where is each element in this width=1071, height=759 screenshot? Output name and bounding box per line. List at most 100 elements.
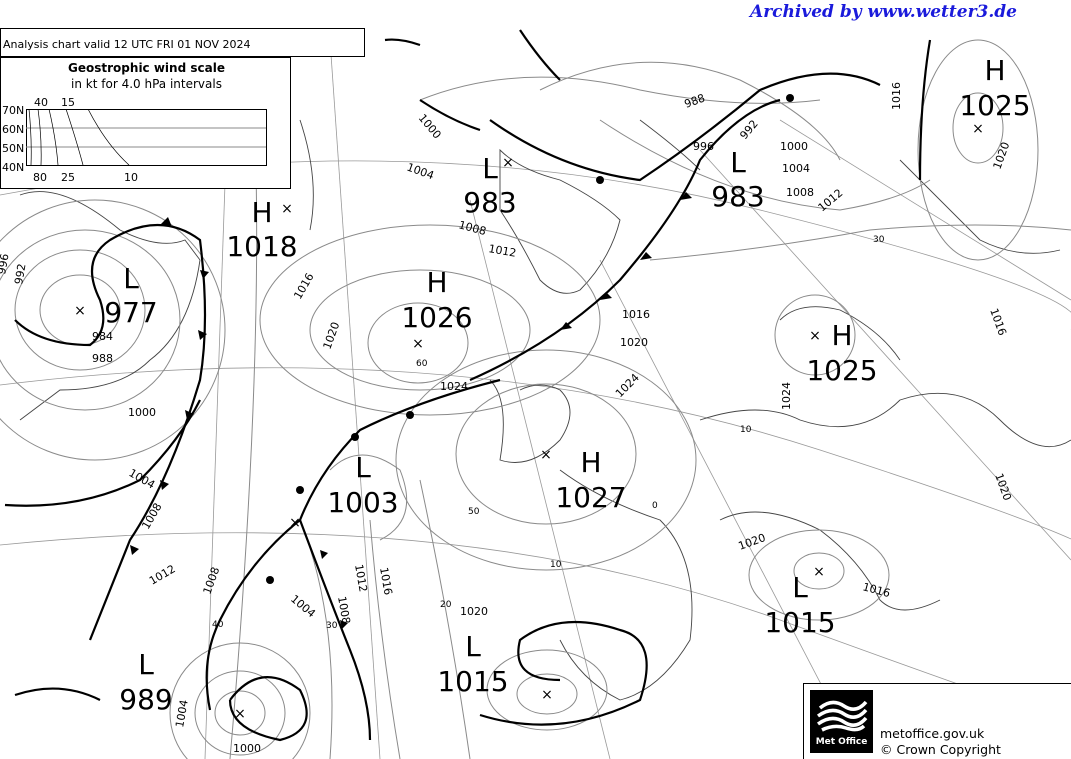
front-6 [918, 39, 932, 181]
occluded-front-2 [489, 72, 881, 182]
latitude-label: 0 [652, 501, 658, 511]
isobar-label: 1016 [377, 566, 395, 596]
isobar-label: 1000 [128, 406, 156, 419]
logo-text: Met Office [815, 737, 868, 747]
centre-value: 983 [711, 180, 764, 213]
scale-top-label: 40 [34, 96, 48, 109]
isobar-label: 1004 [405, 161, 436, 183]
centre-type: L [792, 571, 808, 604]
centre-type: L [138, 648, 154, 681]
isobar-label: 1016 [890, 82, 903, 110]
svg-text:×: × [74, 303, 86, 319]
centre-value: 1026 [401, 301, 472, 334]
isobar-label: 1020 [321, 320, 343, 351]
isobar-label: 1000 [233, 742, 261, 755]
isobar-label: 1008 [335, 595, 353, 625]
waves-icon [816, 700, 868, 732]
isobar-label: 1000 [416, 112, 444, 142]
valid-time-box: Analysis chart valid 12 UTC FRI 01 NOV 2… [0, 28, 365, 57]
copyright: © Crown Copyright [880, 742, 1001, 757]
coastlines [19, 119, 1071, 701]
geostrophic-wind-scale: Geostrophic wind scale in kt for 4.0 hPa… [0, 57, 291, 189]
centre-value: 1025 [806, 354, 877, 387]
centre-value: 1015 [764, 606, 835, 639]
scale-title: Geostrophic wind scale [68, 61, 225, 75]
scale-lat-label: 70N [2, 104, 25, 117]
latitude-label: 10 [740, 425, 752, 435]
isobar-label: 1012 [487, 242, 517, 260]
centre-value: 1025 [959, 89, 1030, 122]
latitude-label: 60 [416, 359, 428, 369]
pressure-centres: H 1025 H 1018 L 977 H 1026 L 983 L 983 H… [74, 54, 1031, 722]
isobar-label: 992 [12, 263, 28, 286]
isobar-label: 1004 [127, 466, 158, 491]
met-office-logo: Met Office [810, 690, 873, 753]
isobar-label: 1016 [622, 308, 650, 321]
centre-type: L [730, 146, 746, 179]
isobar-label: 992 [737, 117, 760, 141]
isobar-label: 1024 [780, 382, 793, 410]
centre-type: H [251, 196, 272, 229]
front-4 [14, 687, 101, 701]
site-link[interactable]: metoffice.gov.uk [880, 726, 985, 741]
svg-text:×: × [234, 706, 246, 722]
cold-front-2 [298, 519, 372, 741]
isobar-label: 1008 [201, 565, 223, 596]
archive-label[interactable]: Archived by www.wetter3.de [750, 2, 1017, 22]
latitude-label: 50 [468, 507, 480, 517]
front-8 [519, 29, 561, 81]
centre-value: 989 [119, 683, 172, 716]
latitude-label: 30 [873, 235, 885, 245]
isobar-label: 996 [693, 140, 714, 153]
scale-bottom-label: 80 [33, 171, 47, 184]
isobar-label: 1016 [987, 307, 1009, 338]
scale-graph [26, 109, 267, 166]
scale-lat-label: 60N [2, 123, 25, 136]
svg-text:×: × [813, 564, 825, 580]
centre-type: L [465, 630, 481, 663]
occluded-front [469, 98, 781, 382]
valid-time: Analysis chart valid 12 UTC FRI 01 NOV 2… [3, 38, 251, 51]
isobar-label: 1008 [786, 186, 814, 199]
isobar-label: 988 [92, 352, 113, 365]
isobar-label: 1004 [782, 162, 810, 175]
centre-value: 1015 [437, 665, 508, 698]
isobar-label: 996 [0, 253, 12, 276]
front-5 [479, 620, 648, 726]
centre-markers: × × × × × × × × × × × [74, 121, 984, 722]
synoptic-chart: H 1025 H 1018 L 977 H 1026 L 983 L 983 H… [0, 29, 1071, 759]
isobar-label: 988 [683, 91, 707, 110]
svg-text:×: × [809, 328, 821, 344]
svg-text:×: × [972, 121, 984, 137]
centre-type: H [984, 54, 1005, 87]
isobars [0, 39, 1071, 759]
scale-top-label: 15 [61, 96, 75, 109]
svg-text:×: × [502, 155, 514, 171]
centre-value: 1003 [327, 486, 398, 519]
occlusion-3 [228, 676, 308, 742]
centre-type: L [355, 451, 371, 484]
footer-box: Met Office metoffice.gov.uk © Crown Copy… [803, 683, 1071, 759]
centre-value: 977 [104, 296, 157, 329]
centre-type: H [580, 446, 601, 479]
front-symbols [130, 94, 794, 629]
latitude-label: 20 [440, 600, 452, 610]
isobar-label: 1012 [352, 563, 370, 593]
fronts [4, 29, 932, 742]
svg-text:×: × [412, 336, 424, 352]
front-9 [419, 99, 481, 132]
isobar-label: 1024 [613, 371, 642, 400]
isobar-label: 1004 [173, 699, 191, 729]
front-7 [384, 38, 421, 47]
scale-lat-label: 50N [2, 142, 25, 155]
isobar-label: 1020 [737, 531, 768, 553]
centre-type: H [831, 319, 852, 352]
centre-value: 1018 [226, 230, 297, 263]
latitude-label: 30 [326, 621, 338, 631]
centre-type: H [426, 266, 447, 299]
scale-bottom-label: 25 [61, 171, 75, 184]
centre-value: 1027 [555, 481, 626, 514]
latitude-label: 40 [212, 620, 224, 630]
cold-front [14, 224, 207, 641]
centre-type: L [482, 152, 498, 185]
